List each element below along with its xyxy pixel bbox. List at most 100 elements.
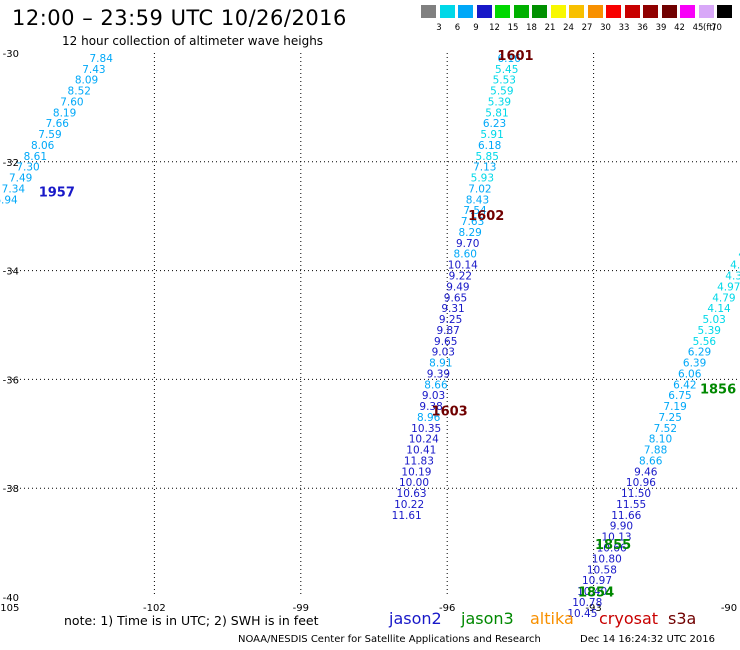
swh-value-label: 10.41 [406, 445, 436, 457]
swh-value-label: 7.63 [461, 216, 484, 228]
swh-value-label: 4.14 [707, 303, 731, 315]
legend-swatch [532, 5, 547, 18]
y-tick-label: -30 [3, 49, 19, 60]
legend-label: 39 [655, 23, 667, 33]
swh-value-label: 11.83 [404, 455, 434, 467]
legend-swatch [513, 5, 529, 18]
credit-line: NOAA/NESDIS Center for Satellite Applica… [238, 634, 541, 645]
swh-value-label: 9.70 [456, 238, 479, 250]
swh-value-label: 9.49 [446, 281, 469, 293]
x-tick-label: -93 [585, 603, 601, 614]
swh-value-label: 7.13 [473, 162, 496, 174]
swh-value-label: 9.38 [419, 401, 442, 413]
swh-value-label: 9.25 [439, 314, 462, 326]
y-tick-label: -36 [3, 375, 19, 386]
legend-swatch [643, 5, 658, 18]
axes: -105 -102 -99 -96 -93 -90 -30 -32 -34 -36 -38 -40 [0, 49, 737, 614]
swh-value-label: 8.61 [24, 151, 47, 163]
swh-value-label: 6.42 [673, 379, 696, 391]
swh-value-label: 5.93 [471, 173, 494, 185]
legend-swatch [458, 5, 473, 18]
swh-value-label: 8.52 [68, 86, 91, 98]
swh-value-label: 7.84 [90, 53, 114, 65]
legend-swatch [624, 5, 640, 18]
swh-value-label: 11.66 [611, 510, 641, 522]
satellite-altika: altika [530, 609, 574, 628]
y-tick-label: -34 [3, 267, 19, 278]
swh-value-label: 5.03 [702, 314, 725, 326]
swh-value-label: 10.22 [394, 499, 424, 511]
legend-label: 36 [637, 23, 648, 33]
swh-value-label: 9.39 [427, 368, 450, 380]
swh-value-label: 6.94 [0, 194, 18, 206]
legend-swatch [606, 5, 621, 18]
swh-value-label: 8.96 [417, 412, 441, 424]
legend-label: 3 [436, 23, 442, 33]
swh-value-label: 8.09 [75, 75, 98, 87]
swh-value-label: 10.13 [602, 532, 632, 544]
swh-value-label: 7.49 [9, 173, 32, 185]
swh-value-label: 6.16 [497, 53, 521, 65]
swh-value-label: 9.22 [449, 270, 472, 282]
time-label: 1856 [700, 383, 736, 398]
legend-swatch [495, 5, 510, 18]
swh-value-label: 7.30 [16, 162, 39, 174]
legend-swatch [439, 5, 455, 18]
legend-swatch [476, 5, 492, 18]
grid-lines [8, 53, 740, 597]
swh-value-label: 5.59 [490, 86, 513, 98]
swh-value-label: 7.02 [468, 183, 491, 195]
swh-value-label: 8.66 [424, 379, 448, 391]
footnote: note: 1) Time is in UTC; 2) SWH is in fe… [64, 613, 319, 628]
legend-label: 24 [563, 23, 574, 33]
swh-value-label: 5.81 [485, 107, 508, 119]
legend-label: 27 [581, 23, 593, 33]
swh-value-label: 10.24 [409, 434, 439, 446]
satellite-jason2: jason2 [389, 609, 442, 628]
swh-value-label: 7.59 [38, 129, 61, 141]
generated-timestamp: Dec 14 16:24:32 UTC 2016 [580, 634, 715, 645]
y-tick-label: -40 [3, 593, 19, 604]
x-tick-label: -96 [439, 603, 455, 614]
swh-value-label: 10.19 [401, 466, 431, 478]
satellite-cryosat: cryosat [599, 609, 659, 628]
swh-value-label: 10.14 [448, 260, 478, 272]
x-tick-label: -102 [143, 603, 166, 614]
swh-value-label: 9.46 [634, 466, 658, 478]
swh-value-label: 10.97 [582, 575, 612, 587]
swh-value-label: 9.65 [434, 336, 457, 348]
legend-label: 42 [674, 23, 685, 33]
legend-unit: (ft) [703, 23, 716, 33]
swh-value-label: 5.91 [480, 129, 503, 141]
time-label: 1854 [578, 586, 614, 601]
swh-value-label: 5.85 [476, 151, 499, 163]
swh-value-label: 8.19 [53, 107, 76, 119]
swh-value-label: 7.66 [46, 118, 70, 130]
swh-value-label: 8.43 [466, 194, 489, 206]
swh-value-label: 8.66 [639, 455, 663, 467]
time-label: 1603 [432, 404, 468, 419]
swh-value-label: 6.23 [483, 118, 506, 130]
chart-title: 12:00 – 23:59 UTC 10/26/2016 [12, 6, 347, 30]
legend-label: 45 [692, 23, 704, 33]
swh-value-label: 6.06 [678, 368, 702, 380]
swh-value-label: 9.31 [441, 303, 464, 315]
x-tick-label: -99 [293, 603, 309, 614]
legend-swatch [698, 5, 714, 18]
legend-label: 30 [600, 23, 611, 33]
legend-swatch [550, 5, 566, 18]
swh-value-label: 10.45 [567, 608, 597, 620]
time-label: 1602 [468, 209, 504, 224]
legend-label: 12 [489, 23, 500, 33]
swh-value-label: 4.3 [725, 270, 740, 282]
time-label: 1957 [39, 186, 75, 201]
swh-value-label: 10.35 [411, 423, 441, 435]
legend-label: 21 [544, 23, 556, 33]
legend-swatch [717, 5, 732, 18]
swh-value-label: 9.03 [422, 390, 445, 402]
legend-label: 9 [473, 23, 479, 33]
x-tick-label: -105 [0, 603, 19, 614]
swh-value-label: 9.65 [444, 292, 467, 304]
swh-value-label: 10.00 [399, 477, 429, 489]
swh-value-label: 6.39 [683, 358, 706, 370]
